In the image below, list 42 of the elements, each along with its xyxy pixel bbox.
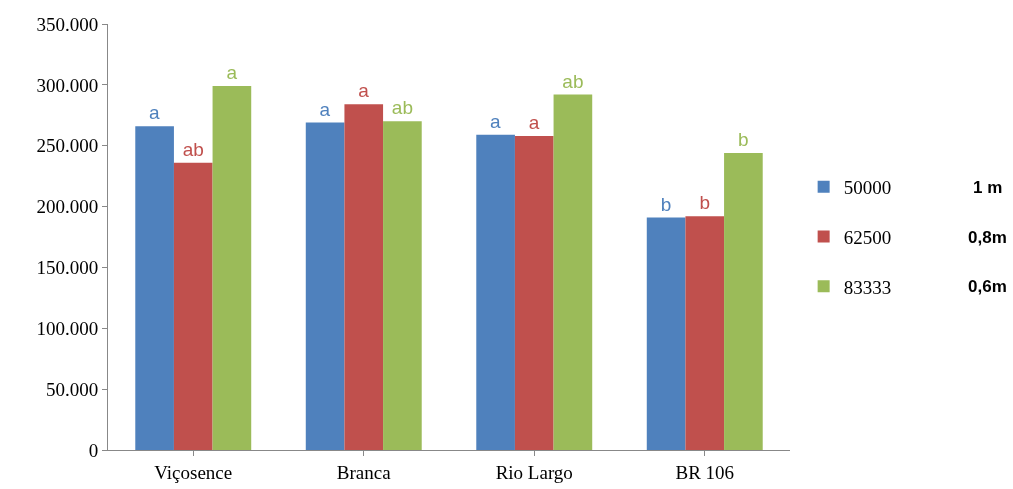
data-label: ab [182, 138, 204, 160]
text: 0,8m [968, 228, 1007, 247]
data-label: b [699, 192, 711, 214]
bar [553, 94, 593, 450]
data-label: a [528, 111, 540, 133]
text: 1 m [973, 178, 1003, 197]
x-tick-label: Branca [336, 461, 392, 483]
y-tick-label: 300.000 [36, 74, 99, 96]
y-tick-label: 150.000 [36, 257, 99, 279]
x-tick-label: Viçosence [154, 461, 233, 483]
data-label: a [490, 110, 502, 132]
bar [135, 126, 174, 450]
legend-label: 50000 [843, 177, 892, 199]
y-tick-label: 250.000 [36, 135, 99, 157]
bar [212, 86, 252, 450]
y-tick-label: 200.000 [36, 196, 99, 218]
y-tick-label: 350.000 [36, 13, 99, 35]
bar [724, 153, 763, 450]
x-tick-label: BR 106 [675, 461, 735, 483]
y-tick-label: 0 [88, 439, 99, 461]
bar [173, 162, 213, 450]
bar [514, 135, 554, 450]
bar [305, 122, 345, 450]
legend-label: 83333 [843, 276, 892, 298]
data-label: a [149, 102, 161, 124]
y-tick-label: 100.000 [36, 317, 99, 339]
text: 0,6m [968, 277, 1007, 296]
data-label: b [660, 193, 672, 215]
data-label: ab [562, 70, 584, 92]
data-label: a [358, 80, 370, 102]
bar [685, 216, 725, 450]
bar [476, 134, 515, 450]
data-label: b [738, 129, 749, 151]
bar [383, 121, 422, 450]
data-label: ab [391, 97, 413, 119]
y-tick-label: 50.000 [45, 378, 99, 400]
data-label: a [226, 62, 238, 84]
legend-label: 62500 [843, 226, 892, 248]
data-label: a [319, 98, 331, 120]
bar [646, 217, 686, 450]
bar [344, 104, 384, 450]
x-tick-label: Rio Largo [495, 461, 573, 483]
